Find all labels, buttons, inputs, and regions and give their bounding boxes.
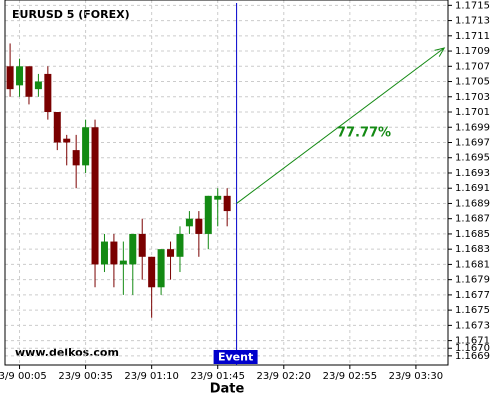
candle-body	[82, 127, 90, 166]
candle-body	[63, 138, 71, 143]
candle-body	[176, 233, 184, 257]
y-tick-label: 1.1677	[455, 290, 490, 301]
plot-border	[4, 0, 449, 366]
x-tick-label: 23/9 00:05	[0, 371, 47, 382]
candle-body	[16, 66, 24, 86]
candle-body	[34, 81, 42, 90]
candle-body	[138, 233, 146, 257]
y-tick-label: 1.1703	[455, 92, 490, 103]
y-tick-label: 1.1697	[455, 137, 490, 148]
candle-body	[6, 66, 14, 90]
watermark: www.delkos.com	[15, 346, 119, 359]
candle-body	[100, 241, 108, 265]
y-tick-label: 1.1683	[455, 244, 490, 255]
candle-body	[44, 73, 52, 113]
y-tick-label: 1.1699	[455, 122, 490, 133]
y-tick-label: 1.1715	[455, 0, 490, 11]
candle-body	[204, 195, 212, 234]
y-tick-label: 1.1689	[455, 198, 490, 209]
candle-body	[223, 195, 231, 212]
y-tick-label: 1.1671	[455, 336, 490, 347]
arrow-head	[434, 47, 446, 57]
candle-body	[110, 241, 118, 265]
event-label: Event	[218, 351, 253, 364]
x-axis-label: Date	[210, 382, 245, 397]
candle-body	[25, 66, 33, 97]
y-tick-label: 1.1681	[455, 259, 490, 270]
y-tick-label: 1.1705	[455, 77, 490, 88]
y-tick-label: 1.1675	[455, 305, 490, 316]
y-tick-label: 1.1711	[455, 31, 490, 42]
candle-body	[148, 256, 156, 288]
y-tick-label: 1.1701	[455, 107, 490, 118]
x-tick-label: 23/9 03:30	[389, 371, 443, 382]
y-tick-label: 1.1673	[455, 320, 490, 331]
y-tick-label: 1.1695	[455, 153, 490, 164]
x-tick-label: 23/9 01:45	[190, 371, 244, 382]
x-tick-label: 23/9 02:55	[323, 371, 377, 382]
candle-body	[91, 127, 99, 265]
y-tick-label: 1.1670	[455, 343, 490, 354]
y-tick-label: 1.1687	[455, 214, 490, 225]
y-tick-label: 1.1707	[455, 61, 490, 72]
forecast-label: 77.77%	[337, 126, 391, 141]
candle-body	[119, 260, 127, 265]
y-tick-label: 1.1693	[455, 168, 490, 179]
y-tick-label: 1.1691	[455, 183, 490, 194]
x-tick-label: 23/9 01:10	[124, 371, 178, 382]
y-tick-label: 1.1709	[455, 46, 490, 57]
forecast-arrow	[236, 47, 445, 204]
candle-body	[53, 112, 61, 143]
candle-body	[214, 195, 222, 200]
candle-body	[129, 233, 137, 265]
y-tick-label: 1.1713	[455, 16, 490, 27]
candle-body	[195, 218, 203, 234]
candle-body	[72, 150, 80, 166]
candle-body	[185, 218, 193, 227]
x-tick-label: 23/9 02:20	[257, 371, 311, 382]
y-tick-label: 1.1679	[455, 275, 490, 286]
y-tick-label: 1.1669	[455, 351, 490, 362]
chart-title: EURUSD 5 (FOREX)	[12, 8, 130, 21]
candle-body	[157, 249, 165, 288]
y-tick-label: 1.1685	[455, 229, 490, 240]
event-box	[213, 350, 258, 364]
candle-body	[167, 249, 175, 257]
x-tick-label: 23/9 00:35	[58, 371, 112, 382]
